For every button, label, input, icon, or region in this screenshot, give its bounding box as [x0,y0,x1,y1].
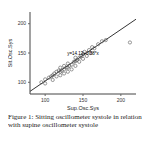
svg-text:200: 200 [117,97,126,103]
svg-text:200: 200 [18,20,27,26]
svg-text:Sit.Osc.Sys: Sit.Osc.Sys [8,39,13,68]
svg-text:150: 150 [79,97,88,103]
svg-text:100: 100 [18,79,27,85]
svg-text:150: 150 [18,50,27,56]
svg-text:100: 100 [41,97,50,103]
html-text:Figure 1: Sitting oscillometer: Figure 1: Sitting oscillometer systole i… [8,113,142,129]
svg-text:y=14.13+0.88*x: y=14.13+0.88*x [67,51,99,56]
svg-text:Sup.Osc.Sys: Sup.Osc.Sys [67,105,99,111]
